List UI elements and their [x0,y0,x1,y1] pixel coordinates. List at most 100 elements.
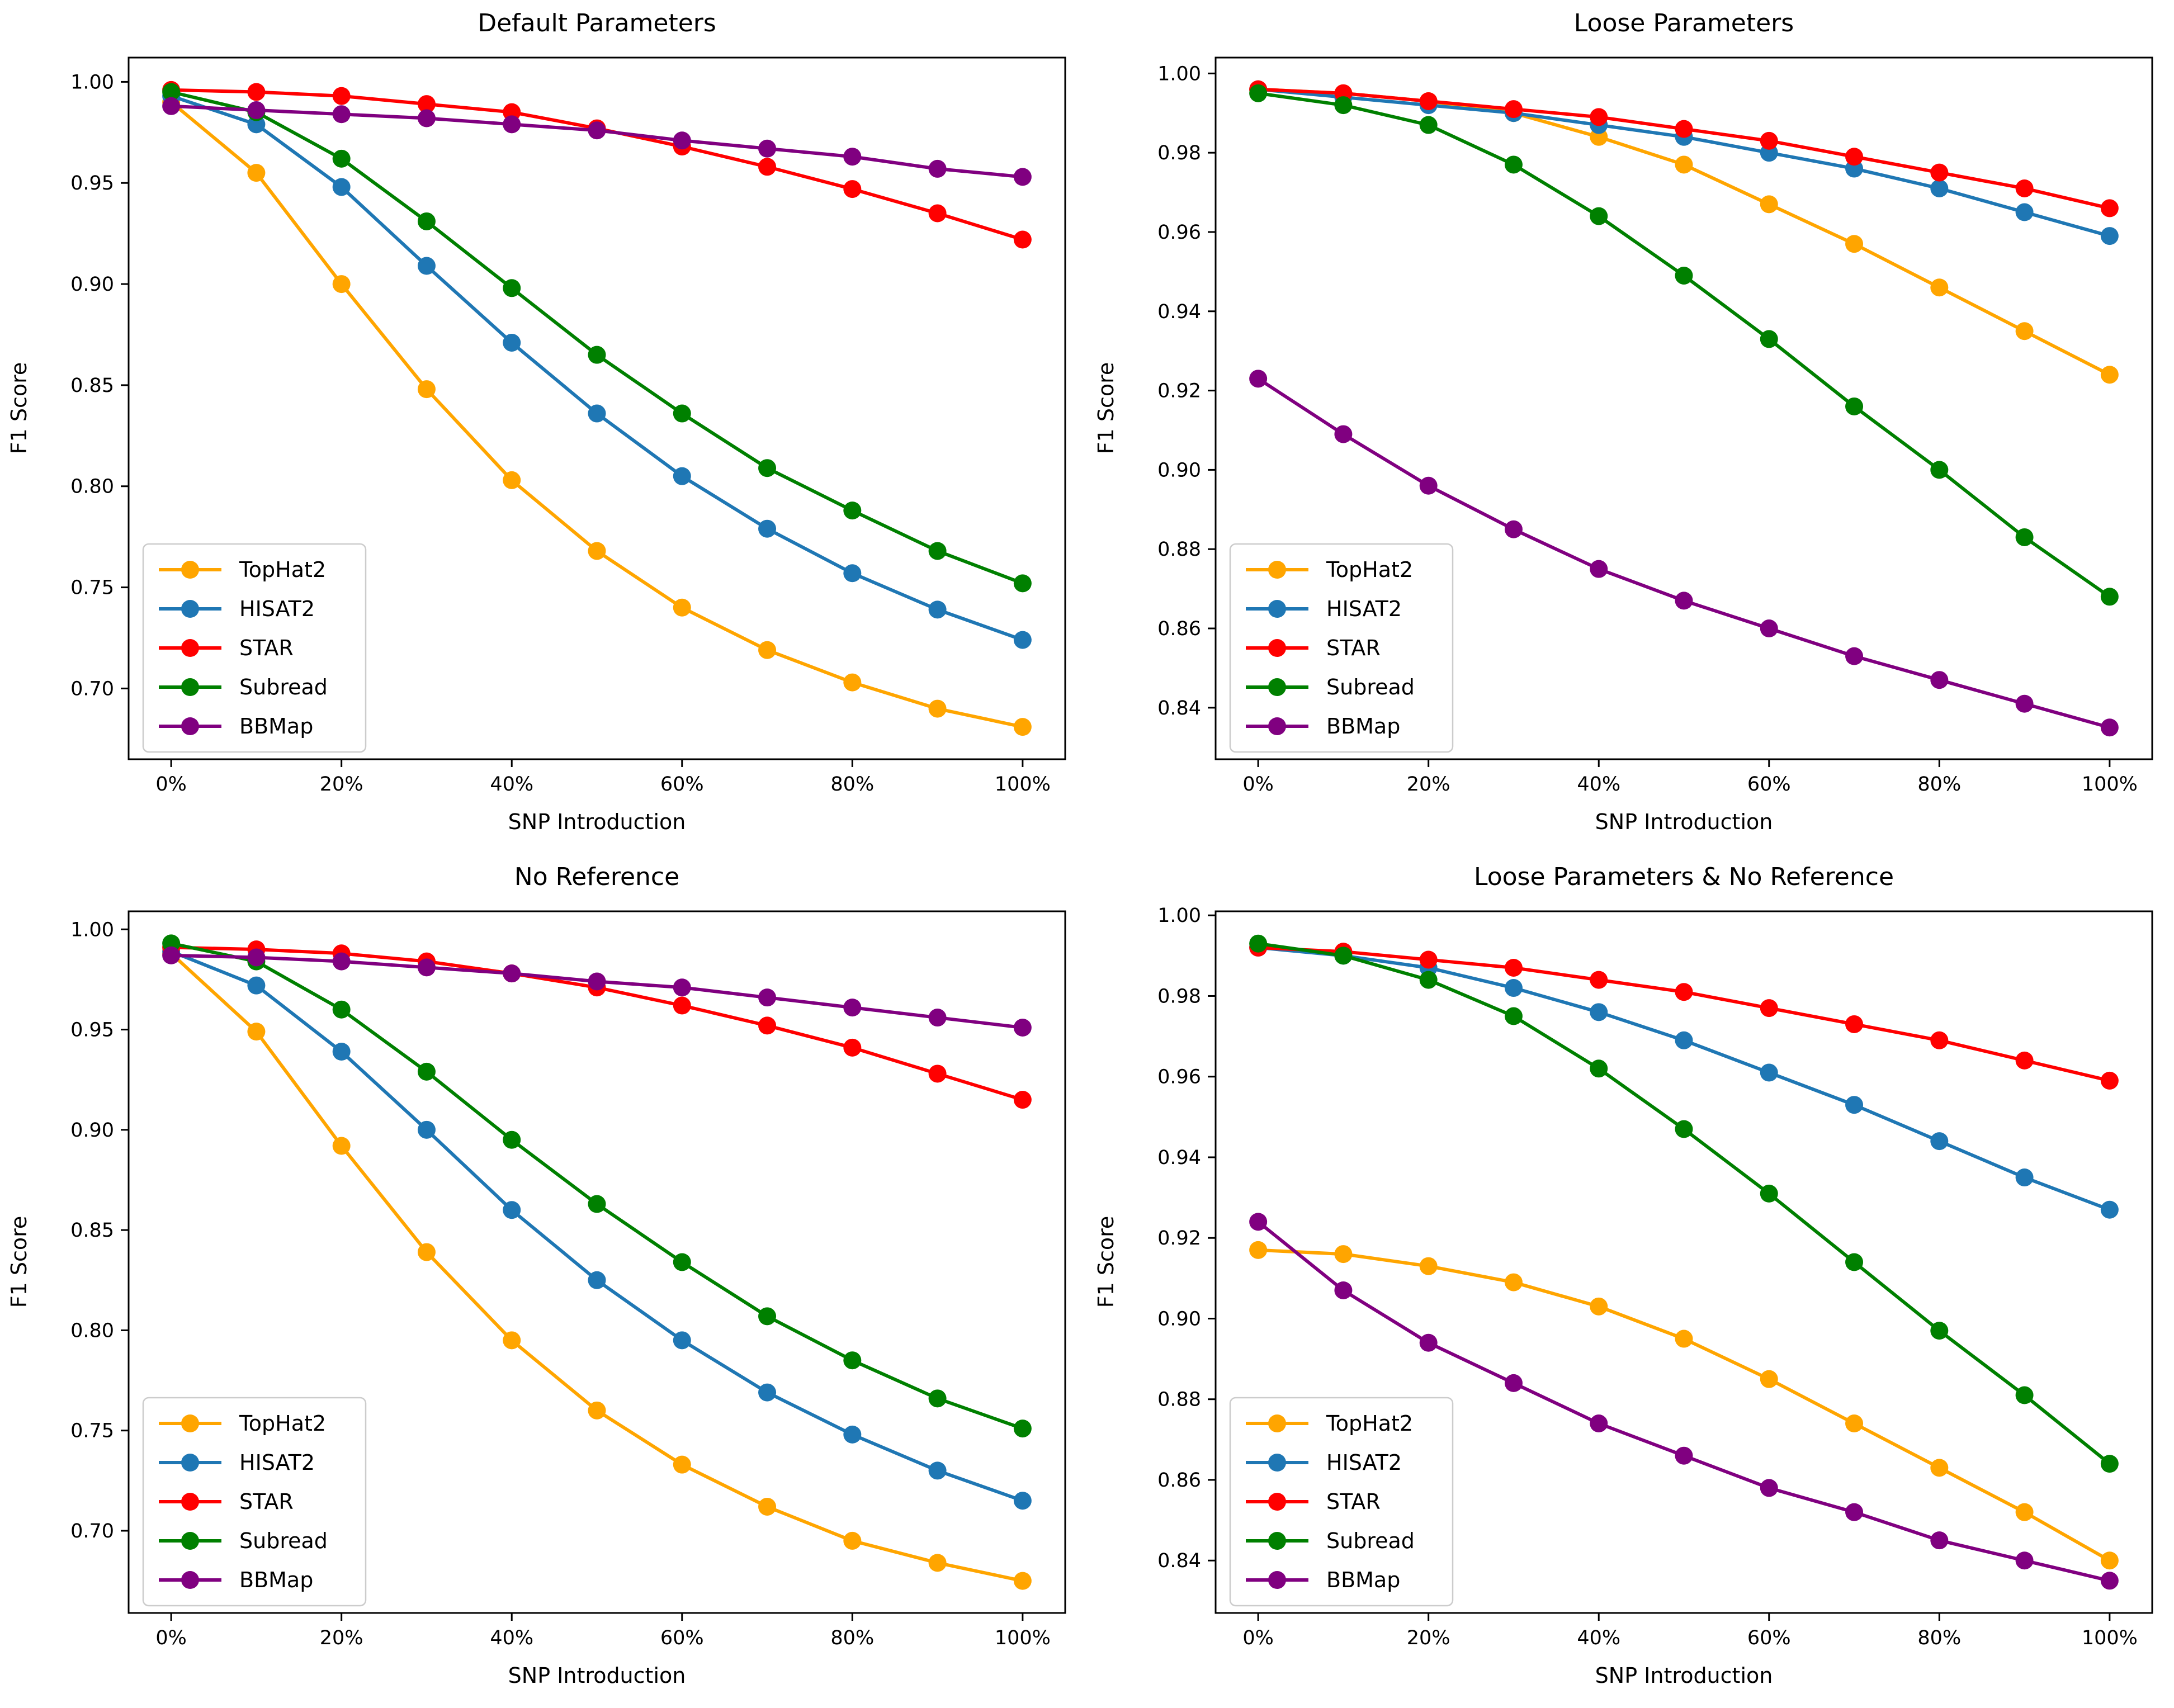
legend-marker-subread [1268,678,1286,696]
data-point-hisat2 [843,564,862,583]
data-point-hisat2 [1590,1003,1608,1021]
legend-box [142,543,367,753]
data-point-tophat2 [928,699,947,718]
data-point-subread [1760,1184,1778,1203]
y-tick-label: 0.90 [70,1119,114,1142]
data-point-hisat2 [417,1120,436,1139]
data-point-subread [673,404,691,423]
data-point-star [1504,100,1523,119]
data-point-hisat2 [503,333,521,352]
data-point-hisat2 [1845,1096,1864,1114]
data-point-star [1419,950,1438,969]
data-point-tophat2 [843,1531,862,1550]
data-point-star [1930,163,1949,182]
x-tick-label: 80% [1917,773,1961,796]
data-point-subread [1675,1120,1693,1138]
data-point-tophat2 [1760,1370,1778,1388]
x-tick-label: 20% [320,773,363,796]
x-tick-label: 40% [1577,1627,1620,1649]
data-point-bbmap [1504,1374,1523,1392]
legend-box [142,1397,367,1607]
data-point-bbmap [1845,1503,1864,1521]
data-point-tophat2 [1590,1297,1608,1316]
y-tick-label: 0.98 [1157,985,1201,1007]
series-line-subread [169,90,1024,585]
data-point-bbmap [2100,1572,2119,1590]
data-point-subread [1419,116,1438,134]
legend-label-hisat2: HISAT2 [1326,1450,1402,1475]
data-point-subread [1504,1007,1523,1025]
data-point-hisat2 [2015,1168,2034,1187]
y-tick-label: 0.84 [1157,697,1201,720]
data-point-subread [332,149,351,168]
data-point-hisat2 [1675,1031,1693,1049]
legend-marker-star [1268,1493,1286,1511]
data-point-bbmap [332,952,351,971]
data-point-star [2100,199,2119,217]
data-point-tophat2 [1504,1273,1523,1291]
legend-label-tophat2: TopHat2 [239,557,326,582]
y-tick-label: 1.00 [1157,905,1201,927]
y-tick-label: 0.85 [70,375,114,397]
data-point-bbmap [1590,1414,1608,1433]
data-point-bbmap [1760,1479,1778,1497]
legend-marker-hisat2 [181,600,199,618]
data-point-tophat2 [417,380,436,399]
data-point-tophat2 [1845,1414,1864,1433]
data-point-hisat2 [673,1331,691,1350]
data-point-tophat2 [332,1137,351,1155]
legend-label-tophat2: TopHat2 [1326,557,1413,582]
data-point-bbmap [1013,1018,1032,1037]
y-tick-label: 0.95 [70,172,114,195]
data-point-hisat2 [247,976,266,995]
data-point-star [843,1038,862,1057]
data-point-bbmap [928,1009,947,1027]
legend-marker-bbmap [1268,717,1286,735]
y-tick-label: 0.90 [70,273,114,296]
data-point-bbmap [673,978,691,997]
data-point-bbmap [1334,1281,1353,1299]
data-point-bbmap [673,131,691,150]
legend-label-subread: Subread [239,1529,328,1553]
chart-title: No Reference [514,863,680,891]
data-point-bbmap [1930,671,1949,689]
data-point-hisat2 [673,467,691,485]
series-line-star [1256,87,2111,210]
data-point-subread [588,346,606,364]
data-point-subread [1845,397,1864,415]
data-point-bbmap [1419,1333,1438,1352]
data-point-subread [1590,1059,1608,1078]
legend-box [1229,543,1454,753]
chart-default-parameters: 0% 20% 40% 60% 80% 100% 0.70 0.75 0.80 0.85 0.90 0.… [70,56,1066,796]
x-axis-label: SNP Introduction [508,810,686,834]
data-point-subread [1249,84,1268,102]
legend-marker-tophat2 [1268,1414,1286,1432]
y-tick-label: 0.90 [1157,459,1201,481]
data-point-bbmap [1760,619,1778,638]
data-point-bbmap [1930,1531,1949,1550]
y-tick-label: 0.92 [1157,1227,1201,1250]
data-point-hisat2 [758,1383,777,1402]
data-point-subread [928,1389,947,1408]
x-tick-label: 60% [1747,773,1791,796]
legend-marker-bbmap [1268,1571,1286,1589]
data-point-subread [1334,947,1353,965]
data-point-subread [2100,1455,2119,1473]
y-tick-label: 0.92 [1157,380,1201,403]
legend-label-star: STAR [1326,1489,1381,1514]
data-point-tophat2 [928,1554,947,1572]
legend-label-bbmap: BBMap [239,1568,313,1592]
series-line-subread [1256,941,2111,1466]
data-point-bbmap [1334,425,1353,443]
legend-label-subread: Subread [1326,1529,1415,1553]
data-point-bbmap [928,159,947,178]
data-point-bbmap [588,121,606,140]
y-tick-label: 0.88 [1157,1389,1201,1411]
panel-loose-parameters-no-reference: 0% 20% 40% 60% 80% 100% 0.84 0.86 0.88 0.90 0.92 0.… [1087,854,2174,1707]
y-tick-label: 0.94 [1157,1147,1201,1169]
data-point-bbmap [1249,1213,1268,1231]
data-point-tophat2 [503,471,521,489]
data-point-subread [2100,588,2119,606]
legend-marker-subread [1268,1532,1286,1550]
plot-border [1214,56,2153,760]
